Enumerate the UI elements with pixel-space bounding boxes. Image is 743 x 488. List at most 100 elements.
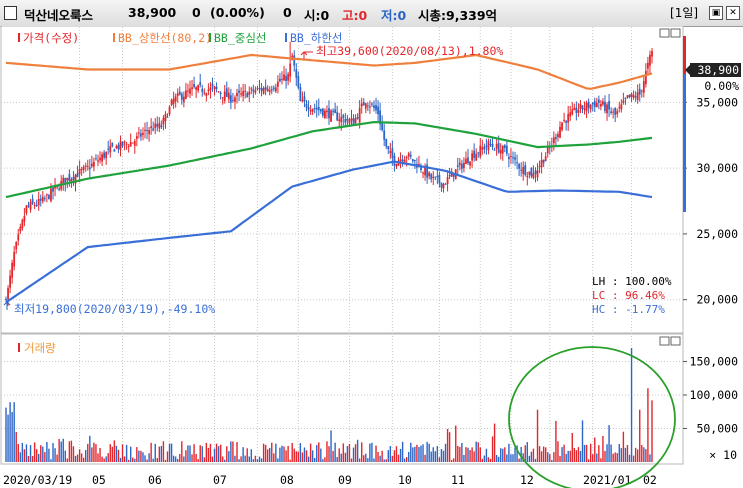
volume-bar bbox=[29, 445, 32, 462]
close-icon[interactable]: ✕ bbox=[726, 6, 740, 20]
volume-bar bbox=[493, 423, 496, 462]
volume-bar bbox=[485, 448, 488, 462]
candle-body bbox=[50, 188, 52, 202]
candle-body bbox=[84, 165, 87, 167]
volume-bar bbox=[518, 458, 520, 462]
volume-bar bbox=[540, 451, 543, 462]
legend-price: 가격(수정) bbox=[23, 31, 79, 45]
candle-body bbox=[319, 109, 322, 112]
candle-body bbox=[344, 118, 347, 123]
volume-bar bbox=[27, 456, 30, 462]
volume-bar bbox=[11, 411, 13, 462]
candle-body bbox=[632, 95, 635, 98]
volume-bar bbox=[649, 454, 651, 462]
candle-body bbox=[391, 148, 394, 158]
stock-search-icon[interactable] bbox=[4, 6, 17, 20]
volume-value: 0 bbox=[283, 5, 292, 20]
volume-bar bbox=[624, 447, 627, 462]
volume-bar bbox=[316, 445, 318, 462]
pane-close-icon[interactable] bbox=[670, 28, 681, 38]
volume-bars bbox=[5, 348, 653, 462]
candle-body bbox=[371, 103, 373, 105]
volume-bar bbox=[119, 457, 122, 462]
stock-chart[interactable]: 가격(수정) BB_상한선(80,2) BB_중심선 BB_하한선 거래량 최고… bbox=[0, 26, 743, 488]
candle-body bbox=[150, 126, 153, 129]
volume-bar bbox=[524, 445, 526, 462]
candle-body bbox=[487, 140, 490, 151]
volume-bar bbox=[89, 435, 91, 462]
bb-upper-line bbox=[5, 53, 653, 90]
volume-bar bbox=[136, 447, 138, 462]
candle-body bbox=[119, 141, 122, 150]
candle-body bbox=[483, 146, 486, 150]
volume-bar bbox=[614, 452, 616, 462]
candle-body bbox=[321, 108, 324, 116]
legend-bb-upper-swatch bbox=[113, 33, 115, 42]
pane-maximize-icon[interactable] bbox=[659, 28, 670, 38]
candle-body bbox=[599, 104, 602, 107]
volume-bar bbox=[58, 438, 60, 462]
candle-body bbox=[33, 205, 36, 207]
candle-body bbox=[166, 116, 169, 118]
volume-bar bbox=[471, 447, 473, 462]
candle-body bbox=[129, 141, 132, 147]
volume-bar bbox=[489, 458, 492, 462]
candle-body bbox=[499, 149, 502, 154]
volume-bar bbox=[221, 456, 224, 462]
candle-body bbox=[317, 106, 320, 111]
candle-body bbox=[156, 123, 159, 127]
candle-body bbox=[88, 167, 91, 170]
candle-body bbox=[595, 102, 598, 108]
volume-bar bbox=[44, 452, 46, 462]
volume-bar bbox=[111, 446, 114, 462]
market-cap: 시총:9,339억 bbox=[418, 8, 498, 23]
candle-body bbox=[516, 162, 518, 164]
candle-body bbox=[624, 97, 627, 99]
maximize-icon[interactable]: ▣ bbox=[709, 6, 723, 20]
volume-bar bbox=[195, 453, 197, 462]
candle-body bbox=[491, 144, 494, 148]
volume-bar bbox=[295, 451, 297, 462]
volume-bar bbox=[258, 456, 261, 462]
candle-body bbox=[610, 111, 613, 113]
candle-body bbox=[148, 129, 151, 135]
stock-name[interactable]: 덕산네오룩스 bbox=[24, 8, 94, 23]
volume-pane-close-icon[interactable] bbox=[670, 336, 681, 346]
candle-body bbox=[465, 158, 467, 165]
volume-bar bbox=[211, 456, 214, 462]
candle-body bbox=[589, 104, 592, 110]
candle-body bbox=[297, 76, 300, 88]
volume-bar bbox=[453, 458, 455, 462]
volume-bar bbox=[144, 455, 146, 462]
volume-bar bbox=[146, 459, 148, 462]
volume-bar bbox=[583, 444, 586, 462]
volume-bar bbox=[365, 453, 367, 462]
candle-body bbox=[250, 88, 253, 90]
candle-body bbox=[424, 167, 426, 176]
candle-body bbox=[107, 148, 110, 150]
candle-body bbox=[559, 126, 561, 138]
volume-bar bbox=[497, 456, 500, 462]
volume-bar bbox=[626, 445, 629, 462]
volume-bar bbox=[256, 459, 259, 462]
volume-bar bbox=[19, 452, 22, 462]
volume-bar bbox=[42, 446, 44, 462]
volume-bar bbox=[510, 454, 512, 462]
volume-bar bbox=[391, 455, 394, 462]
period-button[interactable]: [1일] bbox=[670, 6, 699, 20]
volume-bar bbox=[207, 447, 210, 462]
volume-pane-maximize-icon[interactable] bbox=[659, 336, 670, 346]
volume-bar bbox=[70, 440, 73, 462]
volume-bar bbox=[643, 447, 645, 462]
volume-bar bbox=[369, 443, 371, 462]
candle-body bbox=[182, 96, 185, 102]
volume-bar bbox=[85, 450, 87, 462]
volume-bar bbox=[428, 443, 430, 462]
volume-bar bbox=[512, 454, 514, 462]
candle-body bbox=[68, 174, 71, 181]
candle-body bbox=[95, 158, 97, 160]
candle-body bbox=[154, 123, 157, 129]
candle-body bbox=[366, 105, 369, 107]
volume-bar bbox=[448, 432, 451, 462]
candle-body bbox=[184, 90, 187, 99]
